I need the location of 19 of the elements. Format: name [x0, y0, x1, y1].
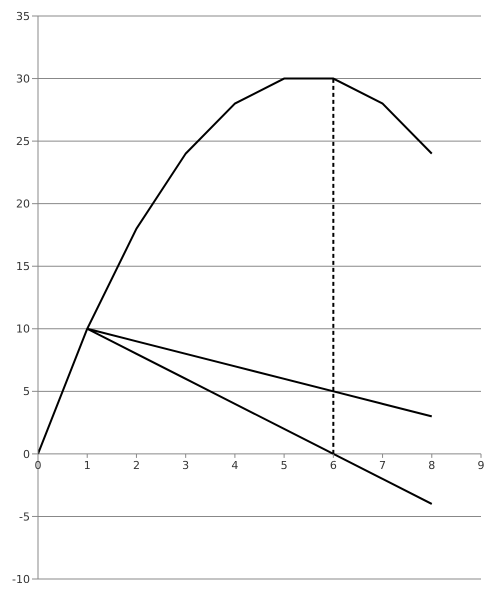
x-tick-label: 9	[478, 458, 484, 472]
x-tick-label: 7	[379, 458, 386, 472]
y-tick-label: 10	[16, 322, 30, 336]
x-tick-label: 6	[330, 458, 337, 472]
x-tick-label: 5	[280, 458, 288, 472]
y-tick-label: 25	[16, 135, 30, 148]
y-tick-label: 5	[23, 385, 30, 398]
x-tick-label: 2	[132, 458, 140, 472]
y-tick-label: -5	[19, 510, 30, 524]
x-tick-label: 4	[231, 458, 238, 472]
x-tick-label: 1	[84, 458, 91, 472]
y-tick-label: 20	[16, 198, 30, 211]
x-tick-label: 8	[428, 458, 436, 472]
y-tick-label: -10	[12, 572, 30, 586]
y-tick-label: 30	[16, 72, 30, 86]
x-tick-label: 3	[182, 458, 190, 472]
y-tick-label: 0	[23, 448, 30, 461]
y-tick-label: 15	[16, 260, 30, 274]
y-tick-label: 35	[16, 10, 30, 23]
